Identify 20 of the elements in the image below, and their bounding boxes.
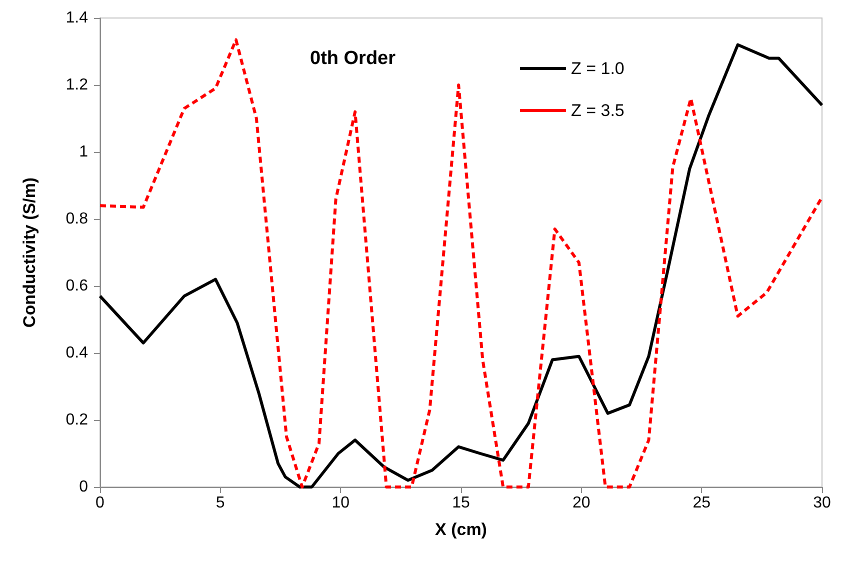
y-tick-label: 0.6 — [66, 278, 88, 294]
x-tick-label: 30 — [813, 494, 831, 512]
y-tick-label: 0 — [79, 478, 88, 496]
legend-label: Z = 1.0 — [571, 59, 624, 78]
x-tick-label: 10 — [332, 494, 350, 512]
x-tick-label: 20 — [572, 494, 590, 512]
x-tick-label: 5 — [216, 494, 225, 512]
x-tick-label: 25 — [692, 494, 711, 512]
y-axis-title: Conductivity (S/m) — [20, 177, 39, 328]
x-axis-title: X (cm) — [435, 520, 487, 539]
x-tick-label: 0 — [96, 494, 105, 512]
y-tick-label: 0.4 — [66, 344, 88, 362]
text: 0th Order — [310, 48, 396, 69]
x-tick-label: 15 — [452, 494, 470, 512]
legend-label: Z = 3.5 — [571, 101, 624, 120]
y-tick-label: 1 — [79, 144, 88, 160]
y-tick-label: 0.8 — [66, 210, 88, 228]
y-tick-label: 0.2 — [66, 412, 88, 428]
y-tick-label: 1.2 — [66, 76, 88, 94]
y-tick-label: 1.4 — [66, 10, 88, 26]
